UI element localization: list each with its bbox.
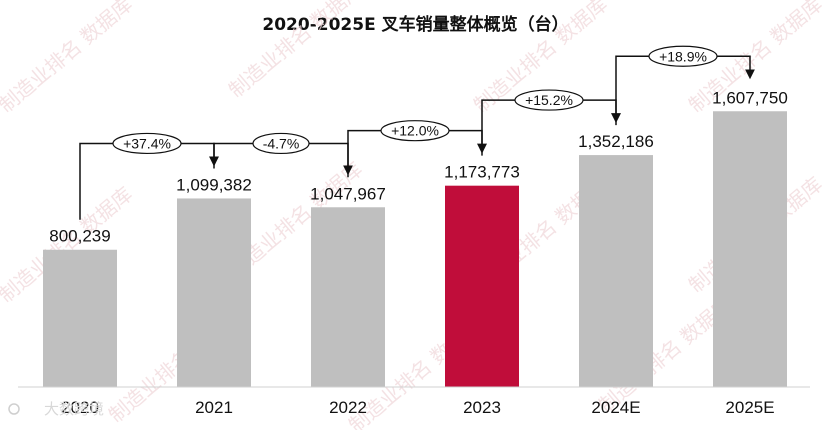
growth-label: +37.4% <box>123 135 171 151</box>
growth-label: +12.0% <box>391 123 439 139</box>
value-label-2021: 1,099,382 <box>176 175 252 194</box>
category-label-2022: 2022 <box>329 398 367 417</box>
source-logo: 大数跨境 <box>8 400 104 418</box>
source-logo-text: 大数跨境 <box>44 400 104 418</box>
category-label-2023: 2023 <box>463 398 501 417</box>
category-label-2025E: 2025E <box>725 398 774 417</box>
value-label-2023: 1,173,773 <box>444 163 520 182</box>
bar-2024E <box>579 155 653 387</box>
value-label-2020: 800,239 <box>49 227 110 246</box>
category-label-2024E: 2024E <box>591 398 640 417</box>
growth-connector: +18.9% <box>615 45 755 126</box>
growth-connector: -4.7% <box>213 132 353 176</box>
growth-label: +15.2% <box>525 92 573 108</box>
growth-label: -4.7% <box>263 135 300 151</box>
bar-2020 <box>43 249 117 387</box>
watermark-text: 制造业排名 数据库 <box>224 0 367 102</box>
growth-badge <box>380 120 450 142</box>
watermark-text: 制造业排名 数据库 <box>0 0 137 117</box>
value-label-2024E: 1,352,186 <box>578 132 654 151</box>
bar-2025E <box>713 111 787 387</box>
bar-2023 <box>445 185 519 387</box>
category-label-2020: 2020 <box>61 398 99 417</box>
growth-connector: +37.4% <box>79 132 219 220</box>
value-label-2022: 1,047,967 <box>310 184 386 203</box>
growth-label: +18.9% <box>659 48 707 64</box>
growth-badge <box>514 89 584 111</box>
growth-badge <box>252 132 310 155</box>
bar-2022 <box>311 207 385 387</box>
source-logo-icon <box>8 403 20 415</box>
bar-2021 <box>177 198 251 387</box>
growth-badge <box>648 45 718 67</box>
growth-badge <box>112 132 182 155</box>
value-label-2025E: 1,607,750 <box>712 88 788 107</box>
category-label-2021: 2021 <box>195 398 233 417</box>
chart-title: 2020-2025E 叉车销量整体概览（台） <box>262 15 569 35</box>
